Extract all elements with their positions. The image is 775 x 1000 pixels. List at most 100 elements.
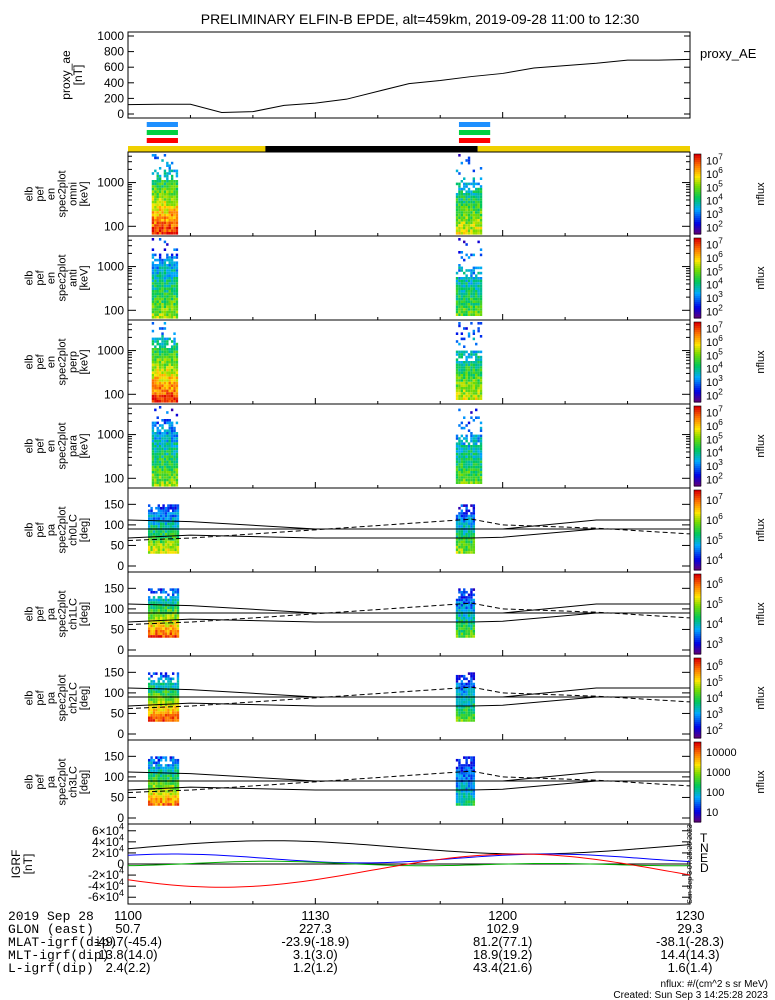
flux-pixel [154,361,157,364]
colorbar-cell [694,794,701,797]
flux-pixel [175,198,179,201]
flux-pixel [458,632,461,636]
flux-pixel [458,685,461,688]
flux-pixel [460,519,464,523]
flux-pixel [163,437,167,440]
flux-pixel [463,416,466,419]
flux-pixel [162,682,165,686]
flux-pixel [472,287,476,290]
colorbar-cell [694,308,701,311]
flux-pixel [175,187,179,191]
flux-pixel [167,690,170,694]
flux-pixel [152,797,156,801]
energy-panel-label: omni [68,182,80,206]
flux-pixel [463,337,466,341]
flux-pixel [475,463,478,466]
flux-pixel [170,305,174,309]
flux-pixel [158,313,162,316]
flux-pixel [175,264,179,267]
flux-pixel [162,774,165,778]
flux-pixel [465,452,468,456]
flux-pixel [167,797,170,801]
flux-pixel [158,389,162,393]
status-bar-segment [128,146,266,152]
flux-pixel [175,363,179,367]
flux-pixel [154,224,157,227]
flux-pixel [176,690,180,694]
flux-pixel [163,266,167,270]
flux-pixel [467,598,471,602]
flux-pixel [470,455,473,458]
flux-pixel [158,478,162,482]
flux-pixel [171,606,175,610]
flux-pixel [176,551,180,554]
flux-pixel [455,208,459,212]
flux-pixel [460,180,464,183]
flux-pixel [155,627,158,630]
colorbar-cell [694,548,701,551]
flux-pixel [479,465,483,469]
flux-pixel [168,353,171,356]
flux-pixel [175,266,179,270]
flux-pixel [472,353,476,356]
flux-pixel [156,340,159,343]
flux-pixel [465,282,468,285]
flux-pixel [162,635,165,638]
flux-pixel [477,211,480,214]
colorbar-cell [694,270,701,273]
flux-pixel [166,193,169,196]
flux-pixel [164,622,168,625]
flux-pixel [472,800,476,804]
colorbar-cell [694,458,701,461]
flux-pixel [154,282,157,285]
flux-pixel [465,551,468,554]
flux-pixel [162,800,165,804]
flux-pixel [156,266,159,270]
flux-pixel [470,603,473,607]
flux-pixel [166,290,169,293]
flux-pixel [168,224,171,227]
flux-pixel [465,614,468,617]
flux-pixel [150,514,153,518]
flux-pixel [467,277,471,280]
flux-pixel [175,452,179,456]
flux-pixel [463,769,466,772]
flux-pixel [176,509,180,513]
flux-pixel [479,445,483,448]
flux-pixel [161,361,164,364]
energy-ytick-label: 100 [104,219,124,233]
flux-pixel [460,481,464,484]
flux-pixel [166,229,169,232]
flux-pixel [455,308,459,311]
flux-pixel [467,221,471,225]
flux-pixel [175,442,179,445]
flux-pixel [455,350,459,354]
flux-pixel [157,766,160,770]
flux-pixel [176,777,180,780]
flux-pixel [162,632,165,636]
flux-pixel [155,598,158,602]
flux-pixel [158,224,162,227]
flux-pixel [472,593,476,597]
flux-pixel [163,387,167,390]
flux-pixel [460,782,464,785]
flux-pixel [470,708,473,712]
flux-pixel [455,609,459,612]
flux-pixel [176,706,180,709]
flux-pixel [470,674,473,678]
colorbar-cell [694,562,701,565]
flux-pixel [151,303,155,306]
flux-pixel [475,394,478,398]
flux-pixel [174,682,177,686]
flux-pixel [458,282,461,285]
flux-pixel [475,198,478,201]
flux-pixel [465,190,468,193]
flux-pixel [458,389,461,393]
colorbar-cell [694,472,701,475]
flux-pixel [166,182,169,186]
flux-pixel [477,350,480,354]
flux-pixel [176,504,180,507]
flux-pixel [170,400,174,403]
flux-pixel [150,601,153,604]
flux-pixel [169,706,172,709]
